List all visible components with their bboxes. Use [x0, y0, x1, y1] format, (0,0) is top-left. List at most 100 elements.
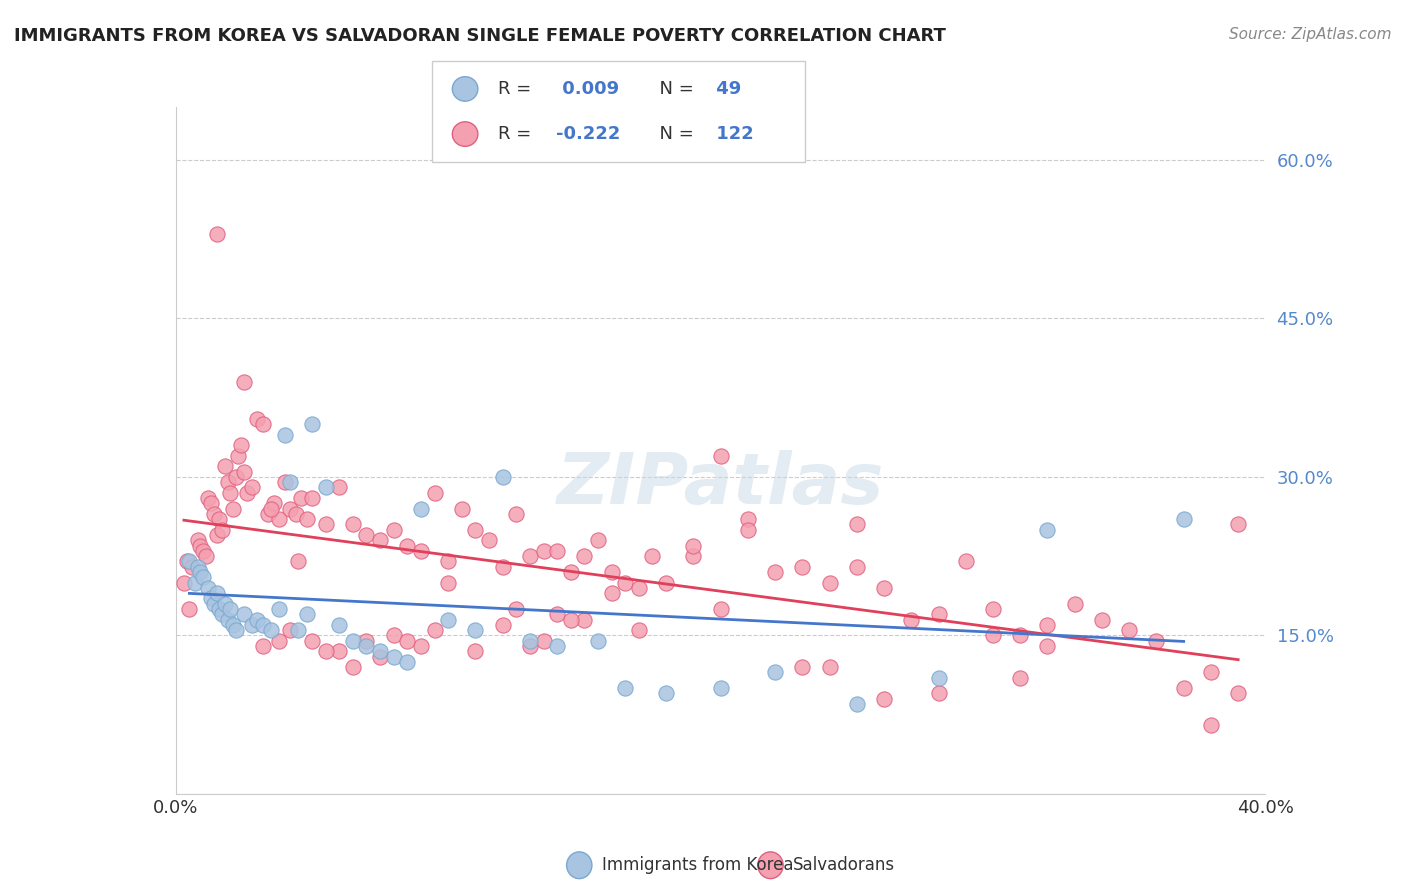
Salvadorans [1227, 686, 1250, 700]
Immigrants from Korea [219, 602, 242, 616]
Salvadorans [478, 533, 501, 548]
Immigrants from Korea [222, 617, 245, 632]
Immigrants from Korea [315, 480, 337, 494]
Salvadorans [409, 544, 432, 558]
Salvadorans [763, 565, 786, 579]
Immigrants from Korea [211, 607, 233, 622]
Immigrants from Korea [269, 602, 291, 616]
Salvadorans [423, 485, 446, 500]
Salvadorans [260, 501, 283, 516]
Salvadorans [382, 628, 405, 642]
Salvadorans [437, 554, 460, 568]
Salvadorans [409, 639, 432, 653]
Salvadorans [533, 544, 555, 558]
Ellipse shape [758, 852, 783, 879]
Immigrants from Korea [217, 613, 239, 627]
Salvadorans [202, 507, 225, 521]
Salvadorans [955, 554, 977, 568]
Salvadorans [287, 554, 309, 568]
Salvadorans [981, 628, 1004, 642]
Salvadorans [191, 544, 214, 558]
Salvadorans [519, 639, 541, 653]
Salvadorans [710, 602, 733, 616]
Salvadorans [450, 501, 472, 516]
Immigrants from Korea [492, 470, 515, 484]
Salvadorans [682, 539, 704, 553]
Salvadorans [710, 449, 733, 463]
Salvadorans [792, 660, 814, 674]
Immigrants from Korea [301, 417, 323, 431]
Immigrants from Korea [655, 686, 678, 700]
Salvadorans [533, 633, 555, 648]
Text: Source: ZipAtlas.com: Source: ZipAtlas.com [1229, 27, 1392, 42]
Salvadorans [284, 507, 307, 521]
Immigrants from Korea [368, 644, 391, 658]
Salvadorans [176, 554, 198, 568]
Text: N =: N = [648, 125, 699, 143]
Salvadorans [900, 613, 922, 627]
Salvadorans [240, 480, 263, 494]
Salvadorans [328, 644, 350, 658]
Salvadorans [574, 549, 596, 563]
Immigrants from Korea [295, 607, 318, 622]
Immigrants from Korea [437, 613, 460, 627]
Salvadorans [845, 559, 868, 574]
Salvadorans [222, 501, 245, 516]
Salvadorans [368, 533, 391, 548]
Salvadorans [396, 633, 419, 648]
Salvadorans [257, 507, 280, 521]
Salvadorans [1144, 633, 1167, 648]
Salvadorans [574, 613, 596, 627]
Salvadorans [1199, 718, 1222, 732]
Text: R =: R = [498, 80, 537, 98]
Salvadorans [186, 533, 209, 548]
Ellipse shape [567, 852, 592, 879]
Immigrants from Korea [179, 554, 201, 568]
Immigrants from Korea [200, 591, 222, 606]
Salvadorans [600, 565, 623, 579]
Ellipse shape [453, 122, 478, 146]
Salvadorans [211, 523, 233, 537]
Immigrants from Korea [710, 681, 733, 696]
Salvadorans [368, 649, 391, 664]
Immigrants from Korea [225, 623, 247, 637]
Salvadorans [269, 512, 291, 526]
Salvadorans [845, 517, 868, 532]
Immigrants from Korea [287, 623, 309, 637]
Salvadorans [1036, 617, 1059, 632]
Immigrants from Korea [586, 633, 609, 648]
Salvadorans [519, 549, 541, 563]
Salvadorans [1091, 613, 1114, 627]
Salvadorans [655, 575, 678, 590]
Salvadorans [873, 581, 896, 595]
Salvadorans [217, 475, 239, 490]
Salvadorans [560, 613, 582, 627]
Salvadorans [627, 623, 650, 637]
Salvadorans [290, 491, 312, 505]
Immigrants from Korea [328, 617, 350, 632]
Immigrants from Korea [763, 665, 786, 680]
Salvadorans [232, 375, 254, 389]
Salvadorans [342, 660, 364, 674]
Salvadorans [1173, 681, 1195, 696]
Text: 122: 122 [710, 125, 754, 143]
Immigrants from Korea [382, 649, 405, 664]
Salvadorans [792, 559, 814, 574]
Salvadorans [219, 485, 242, 500]
Salvadorans [173, 575, 195, 590]
Salvadorans [382, 523, 405, 537]
Salvadorans [228, 449, 250, 463]
Immigrants from Korea [278, 475, 301, 490]
Immigrants from Korea [208, 602, 231, 616]
Salvadorans [235, 485, 257, 500]
Immigrants from Korea [186, 559, 209, 574]
Salvadorans [818, 660, 841, 674]
Salvadorans [205, 227, 228, 241]
Immigrants from Korea [246, 613, 269, 627]
Immigrants from Korea [519, 633, 541, 648]
Salvadorans [492, 617, 515, 632]
Salvadorans [873, 691, 896, 706]
Salvadorans [315, 517, 337, 532]
Salvadorans [1227, 517, 1250, 532]
Salvadorans [197, 491, 219, 505]
